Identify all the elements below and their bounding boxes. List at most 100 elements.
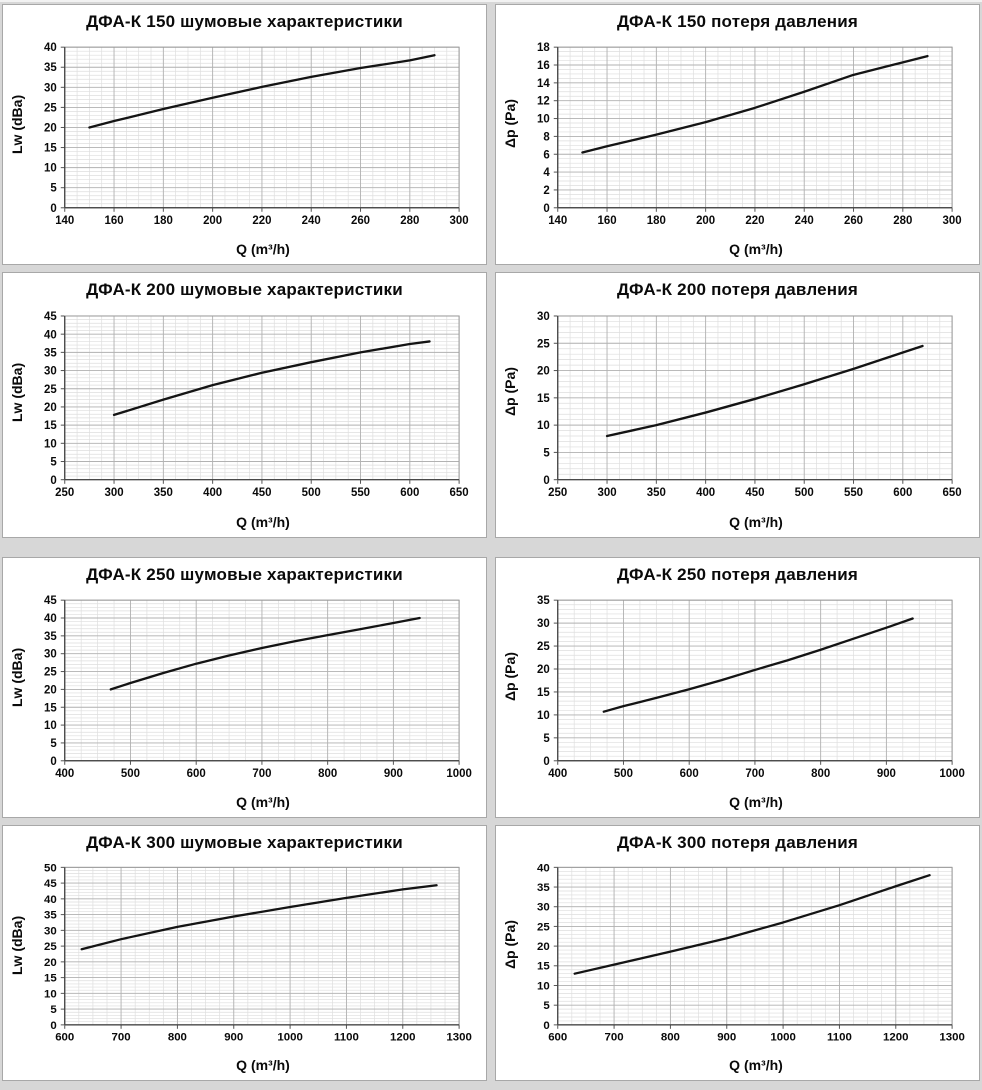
svg-text:20: 20 [537,941,550,953]
svg-text:10: 10 [537,710,550,722]
svg-text:600: 600 [187,768,206,780]
x-axis-label: Q (m³/h) [729,794,783,810]
svg-text:5: 5 [543,733,550,745]
x-axis-label: Q (m³/h) [729,1057,783,1073]
chart-title: ДФА-К 200 потеря давления [616,280,859,299]
chart-canvas-dfa-k-200-noise: 250 300 350 400 450 500 550 600 650 0 5 10 15 20 25 30 3… [44,310,469,499]
svg-text:10: 10 [537,419,550,432]
svg-text:1200: 1200 [390,1032,415,1044]
chart-title: ДФА-К 200 шумовые характеристики [86,280,403,299]
svg-text:30: 30 [537,618,550,630]
svg-text:400: 400 [696,486,715,499]
chart-panel-dfa-k-200-pressure: ДФА-К 200 потеря давления Δp (Pa) 250 300… [495,272,980,538]
svg-text:25: 25 [44,383,57,396]
svg-text:450: 450 [252,486,271,499]
svg-text:260: 260 [351,215,370,227]
chart-title: ДФА-К 150 шумовые характеристики [86,12,403,31]
svg-text:300: 300 [104,486,123,499]
svg-text:1300: 1300 [939,1032,964,1044]
svg-text:25: 25 [537,641,550,653]
svg-text:40: 40 [44,42,57,54]
svg-text:260: 260 [844,215,863,227]
svg-text:5: 5 [50,738,57,750]
svg-text:180: 180 [154,215,173,227]
svg-text:0: 0 [50,474,56,487]
x-axis-label: Q (m³/h) [729,241,783,257]
svg-text:240: 240 [795,215,814,227]
x-axis-label: Q (m³/h) [236,241,290,257]
svg-text:1000: 1000 [446,768,471,780]
svg-text:700: 700 [605,1032,624,1044]
svg-text:45: 45 [44,595,57,607]
svg-text:12: 12 [537,96,550,108]
svg-text:40: 40 [44,328,57,341]
svg-text:10: 10 [44,720,57,732]
svg-text:180: 180 [647,215,666,227]
svg-text:20: 20 [537,664,550,676]
svg-text:600: 600 [893,486,912,499]
svg-text:220: 220 [252,215,271,227]
svg-text:200: 200 [696,215,715,227]
svg-text:10: 10 [44,163,57,175]
svg-text:30: 30 [537,902,550,914]
chart-canvas-dfa-k-150-pressure: 140 160 180 200 220 240 260 280 300 0 2 4 6 8 10 12 14 16… [537,42,962,227]
svg-text:35: 35 [537,595,550,607]
svg-text:15: 15 [44,702,57,714]
svg-text:650: 650 [450,486,469,499]
svg-text:280: 280 [400,215,419,227]
svg-text:900: 900 [877,768,896,780]
svg-text:10: 10 [537,980,550,992]
svg-text:500: 500 [795,486,814,499]
svg-text:45: 45 [44,310,57,323]
svg-text:35: 35 [44,62,57,74]
chart-canvas-dfa-k-200-pressure: 250 300 350 400 450 500 550 600 650 0 5 10 15 20 25 30 [537,310,962,499]
svg-text:800: 800 [811,768,830,780]
svg-text:8: 8 [543,131,550,143]
svg-text:20: 20 [537,364,550,377]
chart-title: ДФА-К 300 потеря давления [616,833,859,852]
svg-text:300: 300 [943,215,962,227]
chart-row-dfa-k-150: ДФА-К 150 шумовые характеристики Lw (dBa… [2,4,980,265]
svg-text:25: 25 [44,941,57,953]
chart-panel-dfa-k-300-noise: ДФА-К 300 шумовые характеристики Lw (dBa… [2,825,487,1081]
svg-text:450: 450 [745,486,764,499]
svg-text:35: 35 [44,631,57,643]
chart-title: ДФА-К 300 шумовые характеристики [86,833,403,852]
svg-text:30: 30 [44,925,57,937]
svg-text:25: 25 [537,337,550,350]
svg-text:2: 2 [543,185,549,197]
svg-text:16: 16 [537,60,550,72]
svg-text:35: 35 [537,882,550,894]
svg-text:20: 20 [44,401,57,414]
chart-row-dfa-k-300: ДФА-К 300 шумовые характеристики Lw (dBa… [2,825,980,1081]
svg-text:30: 30 [44,649,57,661]
svg-text:400: 400 [203,486,222,499]
svg-text:1100: 1100 [334,1032,359,1044]
svg-text:700: 700 [745,768,764,780]
svg-text:15: 15 [44,143,57,155]
svg-text:40: 40 [537,862,550,874]
svg-text:1100: 1100 [827,1032,852,1044]
svg-text:160: 160 [104,215,123,227]
svg-text:40: 40 [44,613,57,625]
svg-text:20: 20 [44,957,57,969]
svg-text:350: 350 [154,486,173,499]
chart-panel-dfa-k-250-pressure: ДФА-К 250 потеря давления Δp (Pa) 400 500… [495,557,980,818]
svg-text:240: 240 [302,215,321,227]
svg-text:0: 0 [543,756,549,768]
svg-text:280: 280 [893,215,912,227]
svg-text:40: 40 [44,894,57,906]
svg-text:1000: 1000 [770,1032,795,1044]
svg-text:5: 5 [543,446,550,459]
svg-text:550: 550 [351,486,370,499]
svg-text:140: 140 [548,215,567,227]
svg-text:500: 500 [121,768,140,780]
chart-panel-dfa-k-150-pressure: ДФА-К 150 потеря давления Δp (Pa) 140 160… [495,4,980,265]
svg-text:1000: 1000 [277,1032,302,1044]
chart-title: ДФА-К 250 шумовые характеристики [86,565,403,584]
svg-text:15: 15 [537,687,550,699]
svg-text:500: 500 [614,768,633,780]
svg-text:600: 600 [55,1032,74,1044]
svg-text:4: 4 [543,167,550,179]
